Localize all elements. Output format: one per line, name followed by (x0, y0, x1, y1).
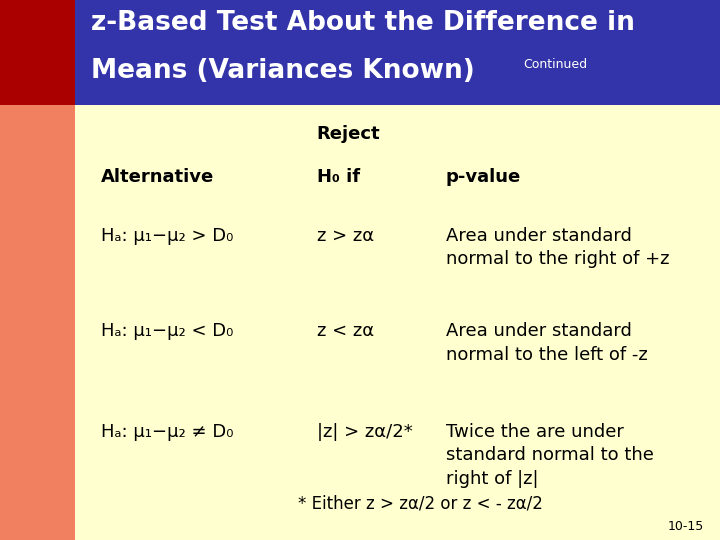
Text: 10-15: 10-15 (667, 521, 704, 534)
Text: |z| > zα/2*: |z| > zα/2* (317, 422, 413, 441)
Text: Area under standard
normal to the right of +z: Area under standard normal to the right … (446, 227, 670, 268)
Text: z-Based Test About the Difference in: z-Based Test About the Difference in (91, 10, 635, 37)
Text: Twice the are under
standard normal to the
right of |z|: Twice the are under standard normal to t… (446, 422, 654, 488)
Text: Continued: Continued (523, 58, 588, 71)
Text: Hₐ: μ₁−μ₂ ≠ D₀: Hₐ: μ₁−μ₂ ≠ D₀ (101, 422, 233, 441)
Text: z < zα: z < zα (317, 322, 374, 341)
Text: * Either z > zα/2 or z < - zα/2: * Either z > zα/2 or z < - zα/2 (297, 494, 542, 512)
Text: Area under standard
normal to the left of -z: Area under standard normal to the left o… (446, 322, 647, 364)
Text: Hₐ: μ₁−μ₂ < D₀: Hₐ: μ₁−μ₂ < D₀ (101, 322, 233, 341)
Text: Hₐ: μ₁−μ₂ > D₀: Hₐ: μ₁−μ₂ > D₀ (101, 227, 233, 245)
Text: Alternative: Alternative (101, 168, 214, 186)
Text: p-value: p-value (446, 168, 521, 186)
Text: Means (Variances Known): Means (Variances Known) (91, 58, 475, 84)
Text: Reject: Reject (317, 125, 380, 143)
Text: z > zα: z > zα (317, 227, 374, 245)
Text: H₀ if: H₀ if (317, 168, 360, 186)
